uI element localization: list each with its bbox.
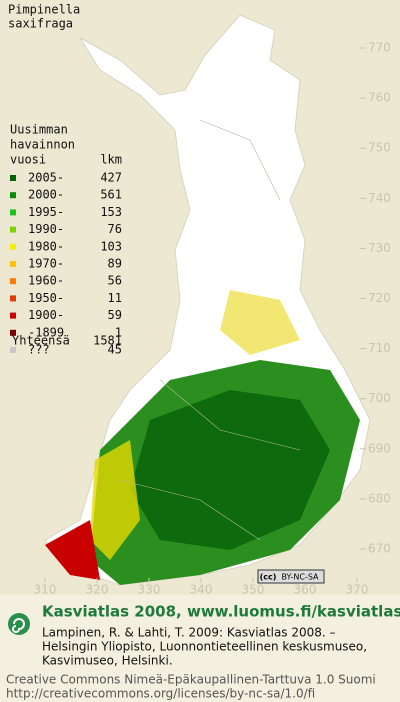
legend-heading: vuosi xyxy=(10,153,46,167)
legend-count: 76 xyxy=(108,222,122,236)
legend-swatch xyxy=(10,175,16,181)
northing-label: 720 xyxy=(368,291,391,305)
legend-swatch xyxy=(10,347,16,353)
easting-label: 370 xyxy=(346,583,369,597)
legend-count: 11 xyxy=(108,291,122,305)
legend-count-heading: lkm xyxy=(100,153,122,167)
legend-label: 1995- xyxy=(28,205,64,219)
legend-label: 1990- xyxy=(28,222,64,236)
easting-label: 310 xyxy=(34,583,57,597)
legend-count: 561 xyxy=(100,188,122,202)
license-url[interactable]: http://creativecommons.org/licenses/by-n… xyxy=(6,687,315,701)
legend-count: 153 xyxy=(100,205,122,219)
legend-swatch xyxy=(10,192,16,199)
northing-label: 670 xyxy=(368,542,391,556)
legend-heading: Uusimman xyxy=(10,123,68,137)
legend-count: 427 xyxy=(100,171,122,185)
observation-area xyxy=(90,440,140,560)
northing-label: 740 xyxy=(368,191,391,205)
legend-swatch xyxy=(10,226,16,233)
footer-background xyxy=(0,595,400,702)
borders xyxy=(119,119,301,541)
legend-label: -1899 xyxy=(28,325,64,339)
legend-label: ??? xyxy=(28,343,50,357)
total-label: Yhteensä xyxy=(12,334,70,348)
legend-count: 59 xyxy=(108,308,122,322)
legend-label: 2000- xyxy=(28,188,64,202)
northing-label: 690 xyxy=(368,441,391,455)
observation-area xyxy=(220,290,300,355)
northing-label: 750 xyxy=(368,141,391,155)
legend-label: 2005- xyxy=(28,171,64,185)
logo-spiral xyxy=(12,618,25,633)
legend-count: 45 xyxy=(108,343,122,357)
legend-label: 1980- xyxy=(28,239,64,253)
easting-label: 360 xyxy=(294,583,317,597)
legend-label: 1950- xyxy=(28,291,64,305)
easting-label: 320 xyxy=(86,583,109,597)
citation: Kasvimuseo, Helsinki. xyxy=(42,654,173,668)
legend-swatch xyxy=(10,329,16,336)
legend-label: 1900- xyxy=(28,308,64,322)
logo xyxy=(8,613,30,635)
legend-swatch xyxy=(10,278,16,285)
badge-cc: (cc) xyxy=(260,573,277,582)
badge-text: BY-NC-SA xyxy=(281,573,319,582)
site-link[interactable]: Kasviatlas 2008, www.luomus.fi/kasviatla… xyxy=(42,603,400,621)
legend-count: 1 xyxy=(115,325,122,339)
citation: Lampinen, R. & Lahti, T. 2009: Kasviatla… xyxy=(42,626,336,640)
species-title: Pimpinella xyxy=(8,3,80,17)
observation-area xyxy=(130,390,330,550)
legend-swatch xyxy=(10,243,16,250)
badge-frame xyxy=(257,569,325,584)
northing-label: 730 xyxy=(368,241,391,255)
northing-label: 700 xyxy=(368,391,391,405)
northing-label: 770 xyxy=(368,41,391,55)
observation-area xyxy=(45,520,100,580)
legend-count: 56 xyxy=(108,274,122,288)
citation: Helsingin Yliopisto, Luonnontieteellinen… xyxy=(42,640,367,654)
legend-swatch xyxy=(10,295,16,302)
legend-swatch xyxy=(10,312,16,319)
legend-label: 1970- xyxy=(28,257,64,271)
total-count: 1581 xyxy=(93,334,122,348)
northing-label: 710 xyxy=(368,341,391,355)
easting-label: 330 xyxy=(138,583,161,597)
legend-heading: havainnon xyxy=(10,138,75,152)
license-badge: (cc) BY-NC-SA xyxy=(257,569,325,584)
easting-label: 340 xyxy=(190,583,213,597)
species-title: saxifraga xyxy=(8,17,73,31)
northing-label: 680 xyxy=(368,491,391,505)
legend-count: 89 xyxy=(108,257,122,271)
legend-count: 103 xyxy=(100,239,122,253)
license-text: Creative Commons Nimeä-Epäkaupallinen-Ta… xyxy=(6,673,376,687)
legend-swatch xyxy=(10,261,16,267)
easting-label: 350 xyxy=(242,583,265,597)
legend-swatch xyxy=(10,209,16,216)
northing-label: 760 xyxy=(368,91,391,105)
legend-label: 1960- xyxy=(28,274,64,288)
